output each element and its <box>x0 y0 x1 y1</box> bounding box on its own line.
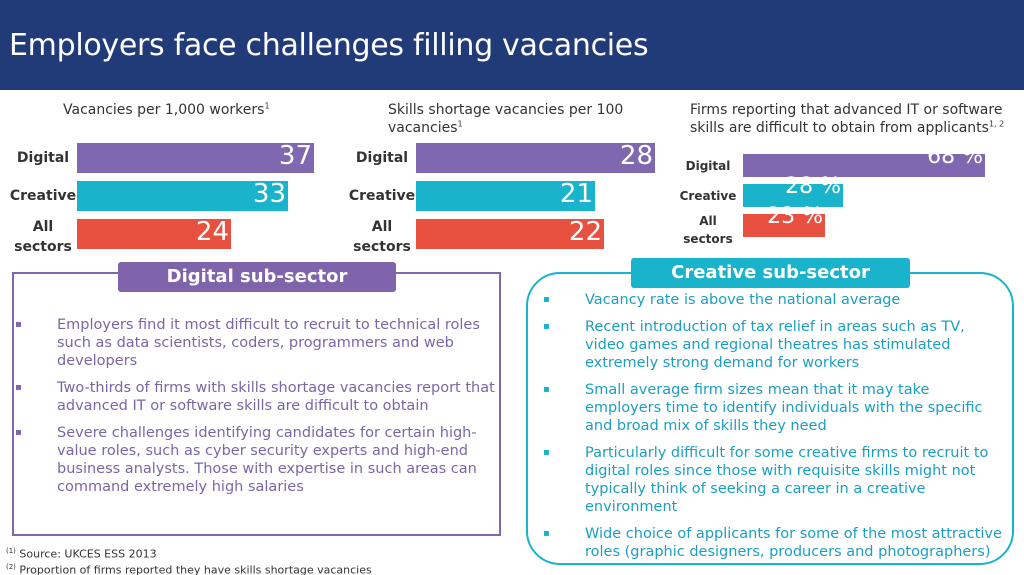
bar-category-label: Digital <box>685 158 731 173</box>
bar-category-label: Creative <box>9 188 77 204</box>
bar-value-label: 28 % <box>785 174 841 199</box>
bullet-icon: ▪ <box>543 447 550 458</box>
bar <box>77 219 231 249</box>
bar <box>743 154 985 177</box>
bar-category-label: Digital <box>16 150 70 166</box>
bar <box>416 143 655 173</box>
list-item: ▪ Severe challenges identifying candidate… <box>15 425 477 495</box>
bar-category-label: Creative <box>348 188 416 204</box>
bar-value-label: 22 <box>568 217 602 247</box>
bar-value-label: 37 <box>278 141 312 171</box>
bar <box>416 181 595 211</box>
bar-value-label: 28 <box>619 141 653 171</box>
bar-category-label: Digital <box>355 150 409 166</box>
list-item: ▪ Wide choice of applicants for some of t… <box>543 526 1002 560</box>
digital-panel-title: Digital sub-sector <box>118 262 396 292</box>
bullet-icon: ▪ <box>543 321 550 332</box>
bar <box>743 214 825 237</box>
list-item: ▪ Particularly difficult for some creativ… <box>543 445 989 515</box>
bullet-icon: ▪ <box>15 319 22 330</box>
bar-value-label: 21 <box>559 179 593 209</box>
header-banner: Employers face challenges filling vacanc… <box>0 0 1024 90</box>
bar <box>77 143 314 173</box>
bar-value-label: 33 <box>252 179 286 209</box>
chart-1-title: Vacancies per 1,000 workers1 <box>63 101 270 118</box>
bar-category-label: All sectors <box>353 219 411 255</box>
bar-value-label: 24 <box>195 217 229 247</box>
bar-category-label: Creative <box>679 188 737 203</box>
list-item: ▪ Recent introduction of tax relief in ar… <box>543 319 965 371</box>
list-item: ▪ Vacancy rate is above the national aver… <box>543 292 901 308</box>
bullet-icon: ▪ <box>15 382 22 393</box>
list-item: ▪ Employers find it most difficult to rec… <box>15 317 480 369</box>
bar <box>416 219 604 249</box>
footnotes: (1) Source: UKCES ESS 2013 (2) Proportio… <box>6 545 372 575</box>
footnote: (2) Proportion of firms reported they ha… <box>6 562 372 575</box>
bar <box>743 184 843 207</box>
bar <box>77 181 288 211</box>
bar-category-label: All sectors <box>14 219 72 255</box>
chart-2-title: Skills shortage vacancies per 100 vacanc… <box>388 102 624 136</box>
creative-bullet-list: ▪ Vacancy rate is above the national aver… <box>543 291 1003 570</box>
list-item: ▪ Small average firm sizes mean that it m… <box>543 382 983 434</box>
bar-value-label: 23 % <box>767 204 823 229</box>
bullet-icon: ▪ <box>543 384 550 395</box>
chart-3-title: Firms reporting that advanced IT or soft… <box>690 102 1005 136</box>
list-item: ▪ Two-thirds of firms with skills shortag… <box>15 380 495 414</box>
bar-category-label: All sectors <box>683 214 733 246</box>
creative-panel-title: Creative sub-sector <box>631 258 910 288</box>
bullet-icon: ▪ <box>543 528 550 539</box>
bullet-icon: ▪ <box>15 427 22 438</box>
footnote: (1) Source: UKCES ESS 2013 <box>6 547 157 561</box>
page-title: Employers face challenges filling vacanc… <box>9 28 649 63</box>
digital-bullet-list: ▪ Employers find it most difficult to rec… <box>15 316 501 505</box>
bullet-icon: ▪ <box>543 294 550 305</box>
bar-value-label: 68 % <box>927 144 983 169</box>
